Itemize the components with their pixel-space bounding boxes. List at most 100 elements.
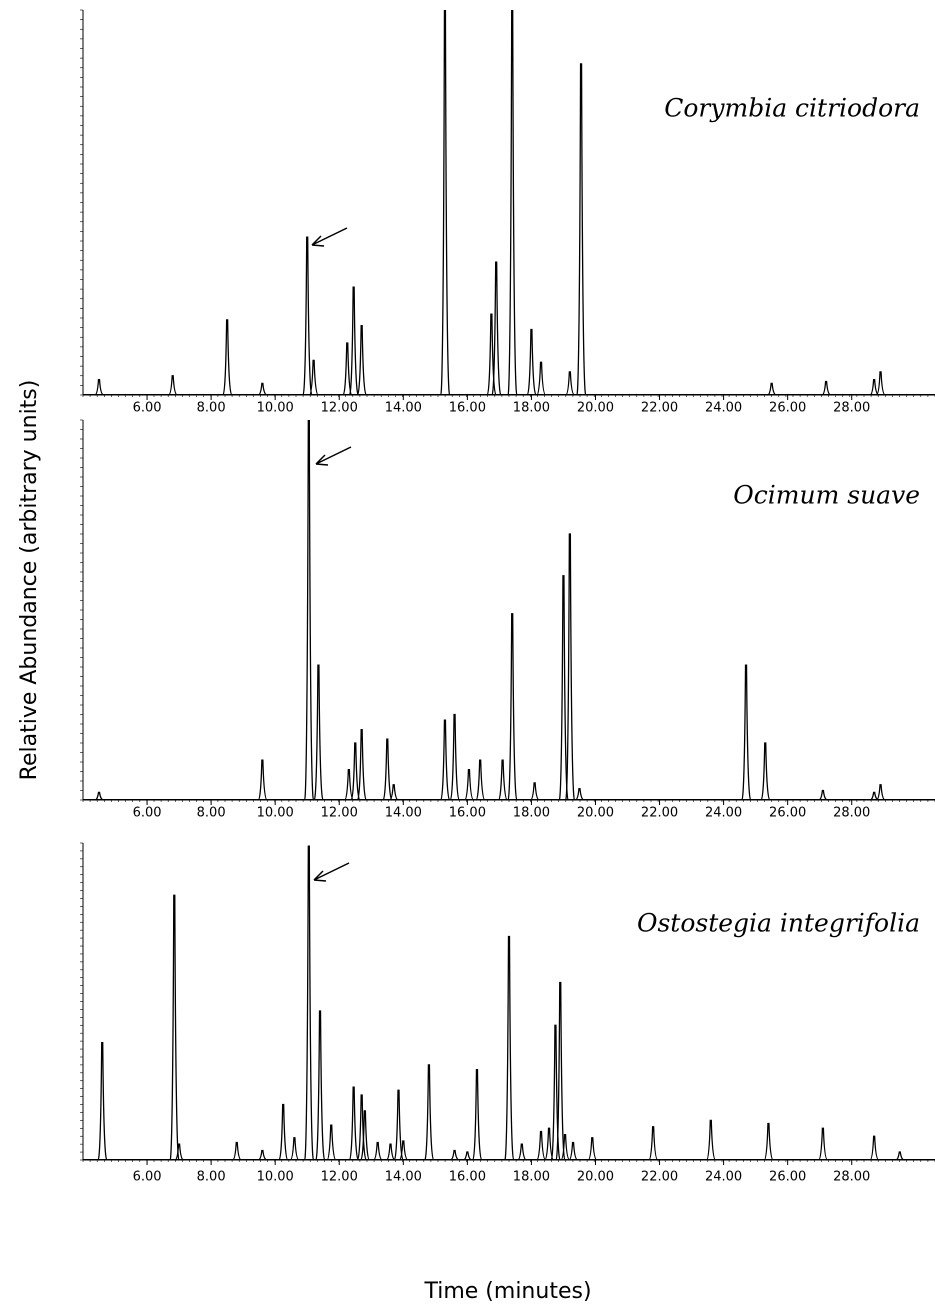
x-tick-label: 20.00 — [577, 806, 614, 821]
peak — [818, 1127, 828, 1161]
peaks — [83, 10, 935, 396]
peaks — [83, 420, 935, 801]
x-tick-label: 26.00 — [769, 806, 806, 821]
peak — [360, 1110, 371, 1161]
arrow — [315, 446, 352, 466]
peak — [356, 729, 367, 801]
peak — [222, 319, 233, 396]
peak — [767, 382, 777, 396]
peak — [507, 613, 518, 801]
x-tick-label: 8.00 — [197, 806, 226, 821]
peak — [424, 1064, 435, 1161]
x-tick-label: 12.00 — [321, 1170, 358, 1185]
peak — [504, 935, 515, 1161]
x-tick-label: 14.00 — [385, 806, 422, 821]
x-tick-label: 22.00 — [641, 806, 678, 821]
peak — [869, 1135, 880, 1161]
arrow — [313, 862, 350, 882]
peak — [326, 1124, 337, 1161]
peak — [576, 63, 587, 396]
x-tick-label: 24.00 — [705, 1170, 742, 1185]
peak — [348, 286, 359, 396]
x-tick-label: 10.00 — [257, 401, 294, 416]
peak — [302, 236, 313, 396]
peak — [382, 738, 393, 801]
x-tick-label: 14.00 — [385, 401, 422, 416]
x-tick-label: 6.00 — [133, 401, 162, 416]
peak — [344, 768, 354, 801]
peak — [876, 784, 886, 801]
x-tick-label: 22.00 — [641, 401, 678, 416]
peak — [97, 1042, 108, 1161]
peak — [550, 1024, 561, 1161]
peak — [315, 1010, 326, 1161]
x-tick-label: 28.00 — [833, 401, 870, 416]
x-tick-label: 24.00 — [705, 401, 742, 416]
y-axis-title: Relative Abundance (arbitrary units) — [17, 380, 42, 781]
peak — [389, 784, 399, 801]
peak — [308, 359, 319, 396]
peak — [386, 1143, 396, 1161]
x-tick-label: 8.00 — [197, 401, 226, 416]
peak — [486, 313, 497, 396]
peak — [258, 382, 268, 396]
peak — [258, 1149, 268, 1161]
peak — [869, 378, 880, 396]
peak — [398, 1140, 409, 1161]
peak — [232, 1141, 242, 1161]
peak — [507, 10, 518, 396]
peak — [568, 1141, 578, 1161]
x-tick-label: 18.00 — [513, 1170, 550, 1185]
peak — [491, 261, 502, 396]
peak — [536, 361, 547, 396]
peak — [648, 1126, 659, 1161]
species-label: Ocimum suave — [733, 481, 920, 510]
x-tick-label: 22.00 — [641, 1170, 678, 1185]
peak — [876, 371, 886, 396]
x-tick-label: 24.00 — [705, 806, 742, 821]
peak — [555, 981, 566, 1161]
peak — [94, 378, 104, 396]
peak — [463, 1151, 473, 1161]
peak — [821, 380, 831, 396]
x-tick-label: 28.00 — [833, 1170, 870, 1185]
peak — [169, 894, 180, 1161]
peak — [472, 1069, 483, 1161]
peak — [464, 768, 474, 801]
peak — [373, 1141, 383, 1161]
peak — [575, 787, 585, 801]
peak — [289, 1137, 300, 1161]
peak — [304, 420, 315, 801]
arrows — [311, 227, 352, 882]
x-tick-label: 18.00 — [513, 806, 550, 821]
peak — [342, 342, 353, 396]
arrow — [311, 227, 348, 247]
species-label: Corymbia citriodora — [664, 94, 920, 123]
x-axis-title: Time (minutes) — [423, 1279, 591, 1304]
peak — [530, 782, 540, 801]
peak — [760, 742, 771, 801]
peaks — [83, 845, 935, 1161]
x-tick-label: 10.00 — [257, 1170, 294, 1185]
peak — [348, 1086, 359, 1161]
peak — [475, 759, 486, 801]
peak — [94, 791, 104, 801]
peak — [440, 719, 451, 801]
x-tick-label: 26.00 — [769, 1170, 806, 1185]
x-tick-label: 28.00 — [833, 806, 870, 821]
peak — [536, 1130, 547, 1161]
peak — [560, 1133, 571, 1161]
x-tick-label: 18.00 — [513, 401, 550, 416]
peak — [278, 1103, 289, 1161]
peak — [763, 1122, 774, 1161]
x-tick-label: 12.00 — [321, 806, 358, 821]
x-tick-label: 16.00 — [449, 806, 486, 821]
x-tick-label: 20.00 — [577, 401, 614, 416]
x-tick-label: 6.00 — [133, 1170, 162, 1185]
x-tick-label: 10.00 — [257, 806, 294, 821]
x-tick-label: 26.00 — [769, 401, 806, 416]
peak — [174, 1143, 184, 1161]
peak — [450, 1149, 460, 1161]
peak — [565, 533, 576, 801]
